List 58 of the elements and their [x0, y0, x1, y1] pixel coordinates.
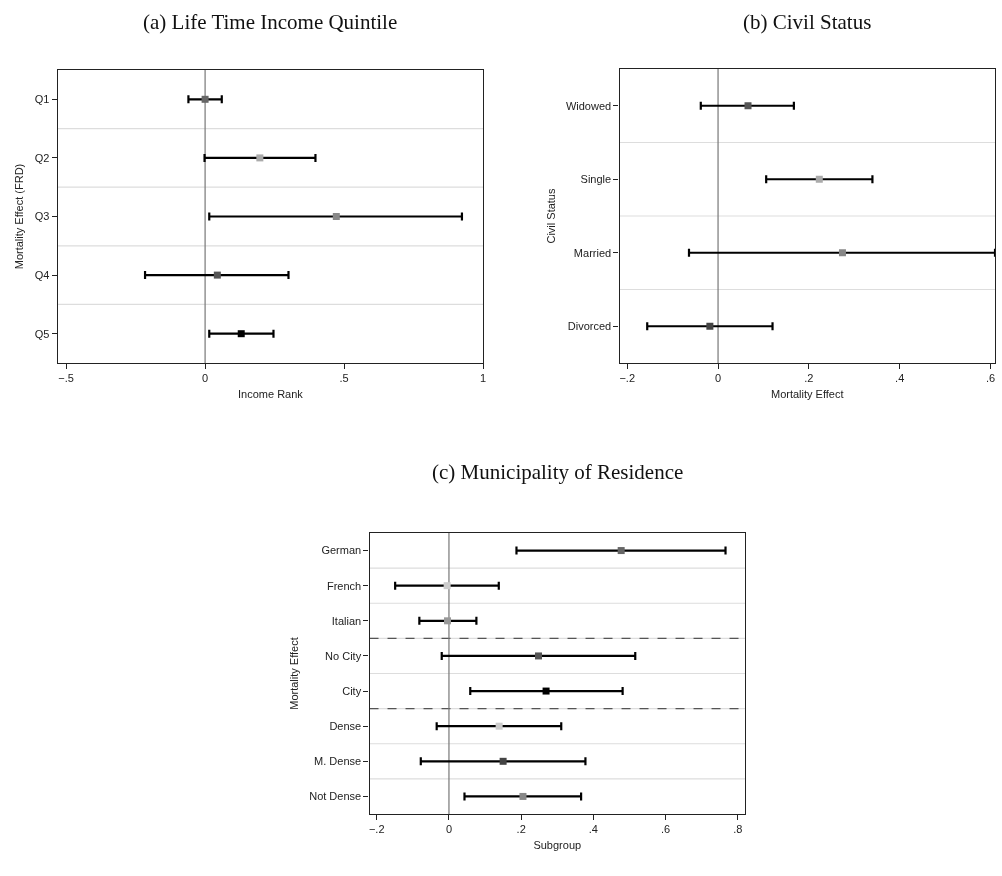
x-tick-label: .2 — [516, 823, 526, 836]
y-tick-label: Q3 — [34, 210, 50, 223]
y-tick-label: German — [321, 544, 362, 557]
y-tick-label: Italian — [331, 614, 362, 627]
y-tick-label: Divorced — [567, 320, 612, 333]
point — [534, 652, 542, 660]
x-axis-title: Income Rank — [238, 387, 304, 400]
x-tick-label: 0 — [714, 372, 722, 385]
y-tick-label: Q4 — [34, 268, 50, 281]
x-tick-label: .8 — [733, 823, 743, 836]
y-tick-label: Married — [573, 246, 612, 259]
chart-title: (a) Life Time Income Quintile — [143, 10, 398, 34]
x-tick-label: −.5 — [58, 372, 74, 385]
x-tick-label: .6 — [660, 823, 671, 836]
point — [213, 271, 221, 279]
point — [332, 213, 340, 220]
x-tick-label: 0 — [202, 372, 209, 385]
y-axis-title: Mortality Effect — [287, 637, 300, 710]
x-tick-label: .2 — [804, 372, 814, 385]
chart-title: (c) Municipality of Residence — [432, 460, 684, 484]
y-tick-label: Q5 — [34, 327, 50, 340]
y-axis-title: Civil Status — [544, 188, 557, 244]
point — [201, 95, 209, 103]
y-tick-label: Q1 — [34, 93, 50, 106]
x-tick-label: .6 — [985, 372, 996, 385]
x-tick-label: 0 — [445, 823, 453, 836]
y-tick-label: Q2 — [34, 151, 50, 164]
point — [237, 330, 245, 338]
x-tick-label: .5 — [339, 372, 349, 385]
point — [617, 547, 625, 555]
y-tick-label: Not Dense — [309, 790, 362, 803]
y-axis-title: Mortality Effect (FRD) — [13, 163, 26, 270]
x-tick-label: −.2 — [368, 823, 385, 836]
point — [744, 102, 752, 110]
point — [444, 617, 452, 625]
point — [499, 757, 507, 765]
y-tick-label: Widowed — [565, 99, 612, 112]
point — [443, 582, 451, 590]
y-tick-label: City — [342, 684, 362, 697]
point — [542, 687, 550, 695]
x-tick-label: −.2 — [619, 372, 636, 385]
y-tick-label: No City — [325, 649, 362, 662]
point — [256, 154, 264, 162]
point — [706, 322, 714, 330]
y-tick-label: Single — [580, 173, 612, 186]
x-tick-label: .4 — [588, 823, 598, 836]
y-tick-label: French — [326, 579, 362, 592]
y-tick-label: M. Dense — [314, 755, 362, 768]
x-tick-label: 1 — [480, 372, 487, 385]
y-tick-label: Dense — [329, 720, 362, 733]
x-axis-title: Mortality Effect — [770, 387, 844, 400]
point — [815, 175, 823, 183]
point — [838, 249, 846, 257]
point — [519, 792, 527, 800]
point — [495, 722, 503, 730]
chart-title: (b) Civil Status — [743, 10, 872, 34]
x-tick-label: .4 — [895, 372, 905, 385]
x-axis-title: Subgroup — [533, 838, 582, 851]
